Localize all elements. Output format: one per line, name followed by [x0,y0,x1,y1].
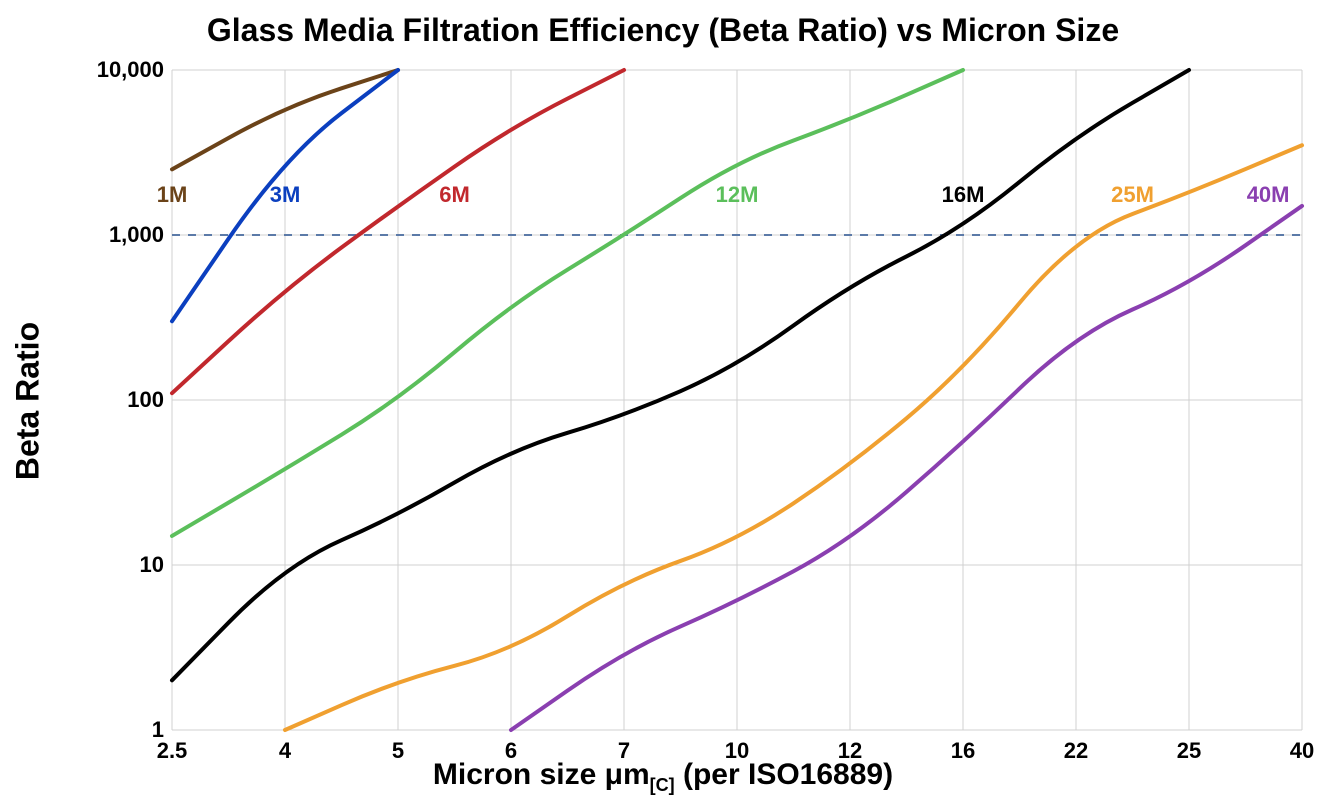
x-tick-label: 6 [505,738,517,764]
series-label-1M: 1M [157,182,188,208]
x-tick-label: 25 [1177,738,1201,764]
series-label-3M: 3M [270,182,301,208]
chart-title: Glass Media Filtration Efficiency (Beta … [0,12,1326,49]
y-tick-label: 1,000 [109,222,164,248]
series-label-25M: 25M [1111,182,1154,208]
series-label-40M: 40M [1247,182,1290,208]
series-label-6M: 6M [439,182,470,208]
x-tick-label: 12 [838,738,862,764]
x-axis-title: Micron size μm[C] (per ISO16889) [0,758,1326,796]
series-label-16M: 16M [942,182,985,208]
series-line-40M [511,206,1302,730]
y-tick-label: 10 [140,552,164,578]
x-tick-label: 10 [725,738,749,764]
page: Glass Media Filtration Efficiency (Beta … [0,0,1326,802]
series-line-25M [285,145,1302,730]
y-tick-label: 10,000 [97,57,164,83]
y-tick-label: 100 [127,387,164,413]
x-tick-label: 22 [1064,738,1088,764]
y-axis-title: Beta Ratio [10,322,47,480]
x-axis-label-subscript: [C] [650,775,675,795]
x-tick-label: 40 [1290,738,1314,764]
series-label-12M: 12M [716,182,759,208]
x-tick-label: 7 [618,738,630,764]
x-tick-label: 16 [951,738,975,764]
x-tick-label: 5 [392,738,404,764]
chart-plot-area: 1101001,00010,0002.545671012162225401M3M… [172,70,1302,730]
x-tick-label: 2.5 [157,738,188,764]
x-tick-label: 4 [279,738,291,764]
